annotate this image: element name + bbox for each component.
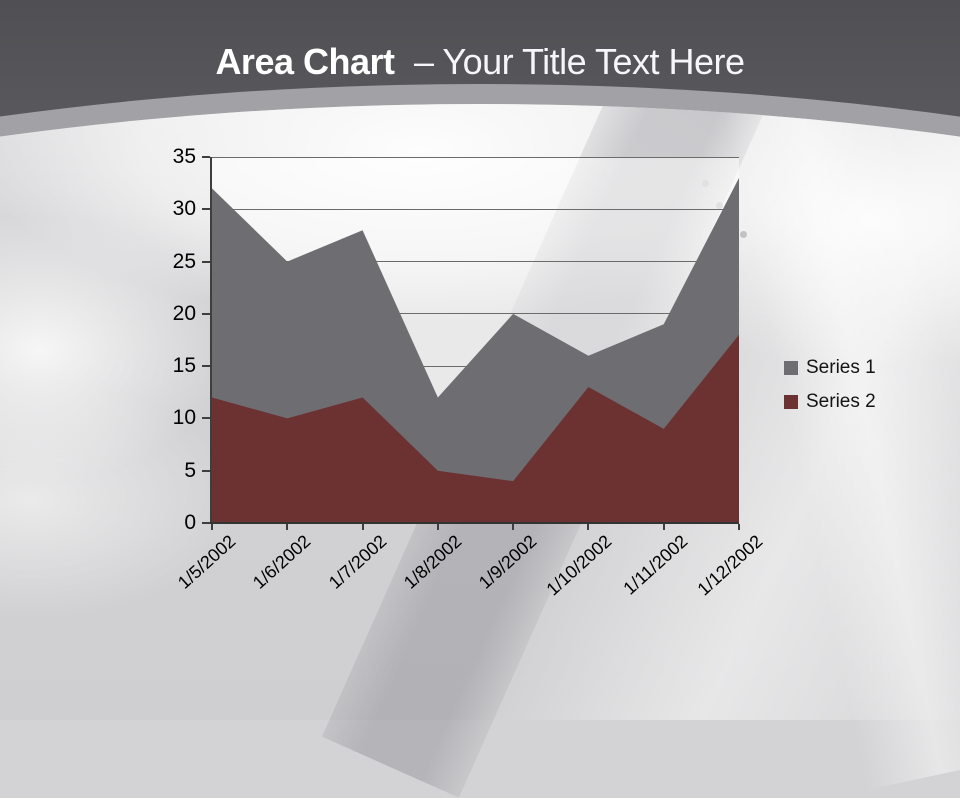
x-axis-tick [738,524,740,530]
y-axis-tick-label: 35 [172,145,196,168]
x-axis-tick [512,524,515,530]
title-bold-text: Area Chart [215,41,395,82]
x-axis-tick [436,524,439,530]
y-axis-tick-label: 20 [172,301,196,325]
gridline [212,313,739,315]
legend-label: Series 2 [806,391,876,412]
slide-title: Area Chart – Your Title Text Here [0,36,960,88]
y-axis-tick [202,365,210,368]
series-2-area [212,334,739,523]
y-axis-tick-label: 25 [172,249,196,273]
y-axis-tick [202,522,210,524]
lug-hole-dot [740,231,747,238]
y-axis-tick-label: 15 [172,354,196,378]
y-axis-line [210,157,212,524]
legend: Series 1 Series 2 [784,357,876,413]
area-chart: 0 5 10 15 20 25 30 35 1/5/2002 1/6/2002 1/7/2002 1… [172,145,876,599]
y-axis-tick [202,312,210,315]
x-axis-tick [361,524,364,530]
legend-swatch [784,395,798,409]
x-axis-tick [286,524,289,530]
y-axis-tick [202,156,210,158]
y-axis-tick [202,260,210,263]
x-axis-tick [662,524,665,530]
legend-item: Series 2 [784,391,876,413]
y-axis-tick [202,469,210,472]
x-axis-tick [211,524,213,530]
x-axis-line [210,522,739,524]
legend-label: Series 1 [806,357,876,378]
gridline [212,208,739,210]
legend-swatch [784,361,798,375]
title-subtitle-text: – Your Title Text Here [414,41,745,82]
y-axis-tick-label: 5 [184,458,196,482]
x-axis-tick [587,524,590,530]
y-axis-tick [202,208,210,211]
gridline [212,156,739,158]
legend-item: Series 1 [784,357,876,379]
y-axis-tick-label: 10 [172,406,196,430]
area-series-svg [212,177,739,523]
y-axis-tick-label: 30 [172,197,196,221]
y-axis-tick-label: 0 [184,511,196,534]
y-axis-tick [202,417,210,420]
gridline [212,261,739,263]
